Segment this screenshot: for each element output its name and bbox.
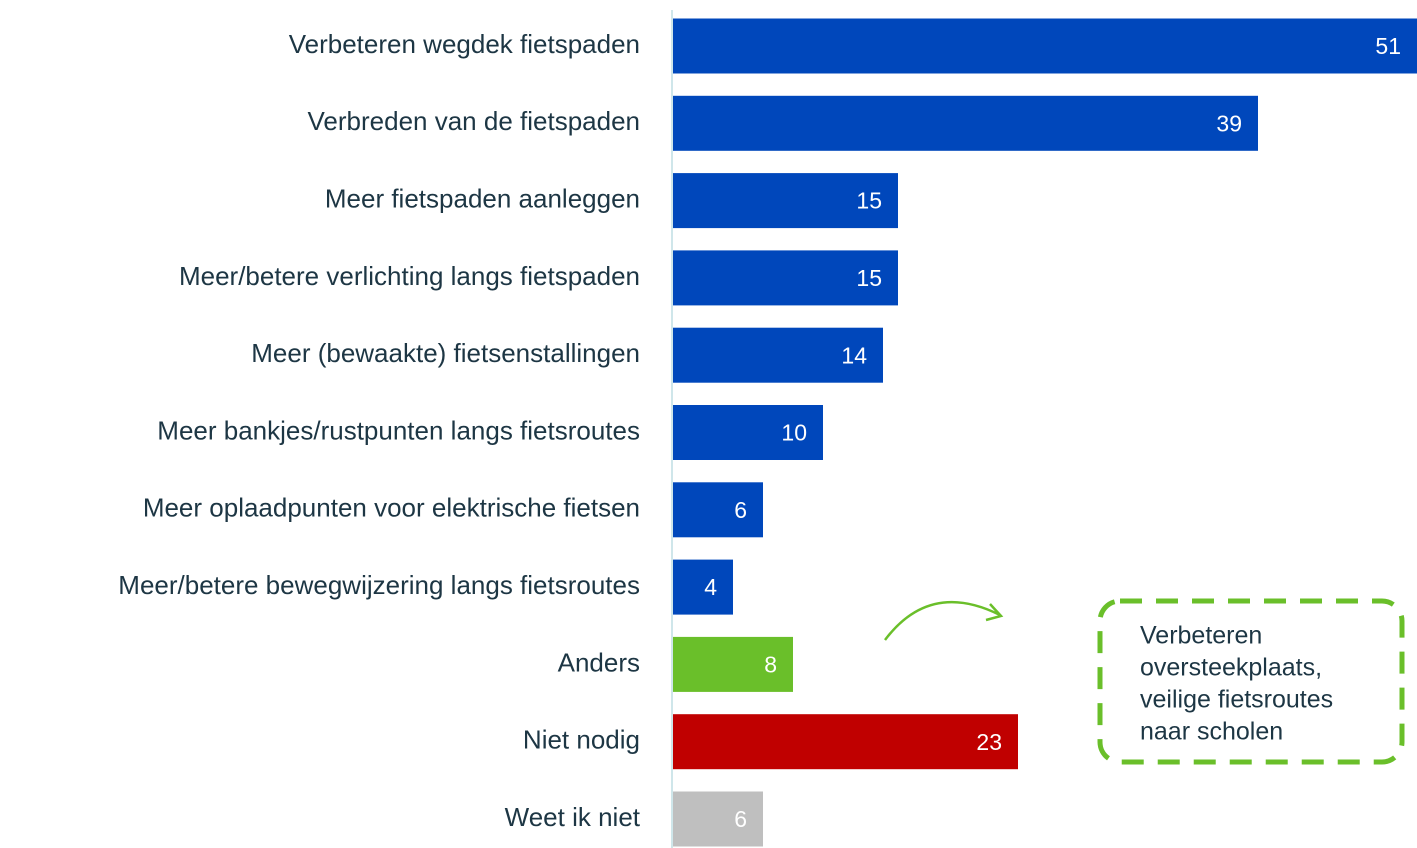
category-label: Verbeteren wegdek fietspaden — [289, 29, 640, 59]
annotation-box — [1097, 598, 1405, 765]
annotation-arrowhead — [985, 603, 1004, 622]
category-label: Meer (bewaakte) fietsenstallingen — [251, 338, 640, 368]
value-label: 23 — [976, 729, 1002, 755]
bar — [673, 482, 763, 538]
annotation-text: naar scholen — [1140, 718, 1283, 746]
bar — [673, 250, 898, 306]
value-label: 4 — [704, 574, 717, 600]
category-label: Verbreden van de fietspaden — [308, 106, 640, 136]
category-label: Meer/betere bewegwijzering langs fietsro… — [118, 570, 640, 600]
category-label: Meer oplaadpunten voor elektrische fiets… — [143, 493, 640, 523]
category-label: Meer fietspaden aanleggen — [325, 183, 640, 213]
value-label: 39 — [1216, 110, 1242, 136]
category-label: Meer bankjes/rustpunten langs fietsroute… — [157, 415, 640, 445]
value-label: 10 — [781, 420, 807, 446]
value-label: 51 — [1375, 33, 1401, 59]
category-label: Niet nodig — [523, 725, 640, 755]
bar — [673, 405, 823, 460]
value-label: 15 — [856, 265, 882, 291]
bar — [673, 173, 898, 229]
annotation-arrow — [884, 600, 1001, 641]
value-label: 6 — [734, 806, 747, 832]
category-label: Meer/betere verlichting langs fietspaden — [179, 261, 640, 291]
annotation-text: oversteekplaats, — [1140, 654, 1322, 682]
annotation-text: veilige fietsroutes — [1140, 686, 1333, 714]
annotation-text: Verbeteren — [1140, 622, 1262, 650]
bar — [673, 636, 793, 692]
category-label: Anders — [558, 647, 640, 677]
bar — [673, 327, 883, 383]
value-label: 8 — [764, 651, 777, 677]
value-label: 14 — [841, 342, 867, 368]
value-label: 6 — [734, 497, 747, 523]
bar — [673, 791, 763, 847]
category-label: Weet ik niet — [505, 802, 641, 832]
bar — [673, 95, 1258, 151]
value-label: 15 — [856, 188, 882, 214]
bar — [673, 559, 733, 615]
bar — [673, 714, 1018, 770]
bar — [673, 18, 1417, 74]
